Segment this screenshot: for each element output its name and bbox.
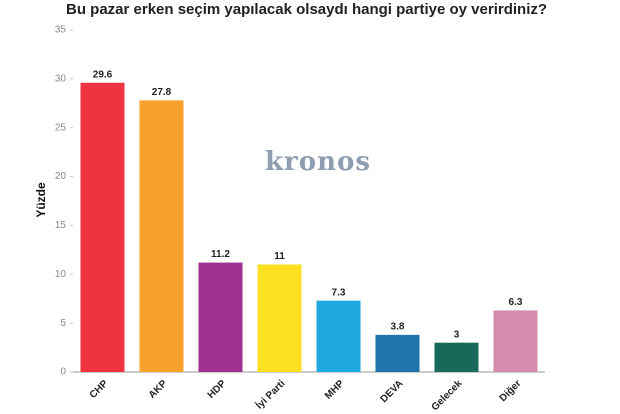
y-tick-label: 20 (55, 171, 67, 182)
x-tick-label: DEVA (379, 378, 406, 405)
value-label: 6.3 (509, 297, 523, 308)
y-tick-label: 10 (55, 269, 67, 280)
y-tick-label: 35 (55, 25, 67, 36)
bar (434, 342, 479, 372)
bar (198, 262, 243, 372)
bar (257, 264, 302, 372)
value-label: 3 (454, 329, 460, 340)
value-label: 27.8 (152, 87, 172, 98)
y-tick-label: 30 (55, 73, 67, 84)
y-axis-label: Yüzde (34, 182, 48, 218)
y-tick-label: 25 (55, 122, 67, 133)
x-tick-label: İyi Parti (253, 377, 288, 412)
bar (375, 334, 420, 372)
bar (493, 310, 538, 372)
value-label: 11 (274, 251, 285, 262)
value-label: 29.6 (93, 69, 113, 80)
y-tick-label: 0 (60, 367, 66, 378)
watermark: kronos (265, 147, 371, 177)
bar (139, 100, 184, 373)
value-label: 3.8 (391, 322, 405, 333)
chart-title: Bu pazar erken seçim yapılacak olsaydı h… (66, 1, 547, 18)
value-label: 11.2 (211, 249, 230, 260)
x-tick-label: Gelecek (430, 378, 465, 413)
value-label: 7.3 (332, 287, 346, 298)
x-tick-label: Diğer (498, 378, 524, 404)
y-tick-label: 15 (55, 220, 67, 231)
bar (80, 82, 125, 372)
bar (316, 300, 361, 372)
x-tick-label: AKP (147, 378, 170, 401)
y-tick-label: 5 (60, 318, 66, 329)
x-tick-label: CHP (88, 378, 111, 401)
x-tick-label: MHP (323, 378, 347, 402)
x-tick-label: HDP (206, 378, 229, 401)
